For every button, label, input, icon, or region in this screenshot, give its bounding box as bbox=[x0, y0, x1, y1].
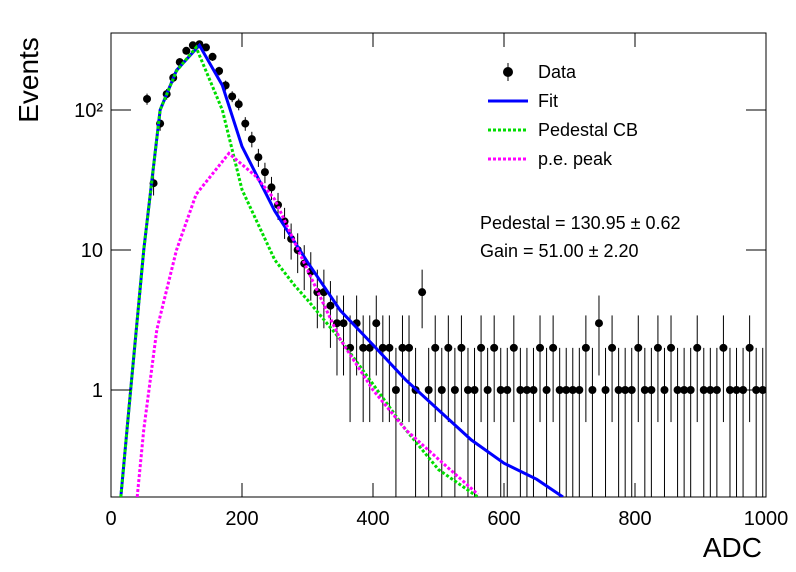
data-point bbox=[739, 385, 748, 394]
data-point bbox=[470, 385, 479, 394]
x-axis-title: ADC bbox=[703, 532, 762, 563]
data-point bbox=[359, 343, 368, 352]
data-point bbox=[653, 343, 662, 352]
data-point bbox=[699, 385, 708, 394]
legend-label: Data bbox=[538, 62, 577, 82]
data-point bbox=[601, 385, 610, 394]
data-point bbox=[673, 385, 682, 394]
legend-label: p.e. peak bbox=[538, 149, 613, 169]
legend: Data Fit Pedestal CB p.e. peak bbox=[488, 62, 638, 169]
plot-area bbox=[119, 40, 766, 497]
data-point bbox=[542, 385, 551, 394]
data-point bbox=[228, 92, 237, 101]
data-point bbox=[529, 385, 538, 394]
data-point bbox=[509, 343, 518, 352]
y-axis-title: Events bbox=[13, 37, 44, 123]
data-point bbox=[588, 385, 597, 394]
data-point bbox=[365, 343, 374, 352]
data-point bbox=[640, 385, 649, 394]
data-point bbox=[208, 52, 217, 61]
data-point bbox=[372, 319, 381, 328]
annotation: Pedestal = 130.95 ± 0.62 bbox=[480, 213, 681, 233]
data-point bbox=[143, 94, 152, 103]
data-point bbox=[391, 385, 400, 394]
legend-label: Pedestal CB bbox=[538, 120, 638, 140]
y-tick-label: 10 bbox=[81, 240, 103, 262]
data-point bbox=[712, 385, 721, 394]
data-point bbox=[450, 385, 459, 394]
data-point bbox=[575, 385, 584, 394]
x-tick-label: 200 bbox=[225, 508, 258, 530]
data-point bbox=[496, 385, 505, 394]
data-point bbox=[667, 343, 676, 352]
data-point bbox=[614, 385, 623, 394]
data-point bbox=[621, 385, 630, 394]
data-point bbox=[201, 43, 210, 52]
data-point bbox=[254, 153, 263, 162]
data-point bbox=[647, 385, 656, 394]
data-point bbox=[536, 343, 545, 352]
data-point bbox=[326, 301, 335, 310]
data-point bbox=[693, 343, 702, 352]
data-point bbox=[247, 135, 256, 144]
fit-curve bbox=[135, 151, 479, 497]
data-point bbox=[725, 385, 734, 394]
data-point bbox=[431, 343, 440, 352]
data-point bbox=[483, 385, 492, 394]
data-point bbox=[594, 319, 603, 328]
data-point bbox=[660, 385, 669, 394]
x-tick-label: 600 bbox=[487, 508, 520, 530]
data-point bbox=[568, 385, 577, 394]
x-tick-label: 800 bbox=[618, 508, 651, 530]
data-point bbox=[215, 67, 224, 76]
data-point bbox=[339, 319, 348, 328]
annotation: Gain = 51.00 ± 2.20 bbox=[480, 241, 639, 261]
data-point bbox=[732, 385, 741, 394]
data-point bbox=[555, 385, 564, 394]
data-point bbox=[241, 119, 250, 128]
y-tick-label: 1 bbox=[92, 380, 103, 402]
x-tick-label: 1000 bbox=[744, 508, 789, 530]
data-point bbox=[457, 343, 466, 352]
data-point bbox=[444, 343, 453, 352]
data-point bbox=[477, 343, 486, 352]
data-point bbox=[463, 385, 472, 394]
data-point bbox=[182, 46, 191, 55]
data-point bbox=[437, 385, 446, 394]
fit-curve bbox=[119, 44, 479, 497]
data-point bbox=[719, 343, 728, 352]
data-point bbox=[627, 385, 636, 394]
data-point bbox=[424, 385, 433, 394]
data-point bbox=[405, 343, 414, 352]
x-tick-label: 400 bbox=[356, 508, 389, 530]
frame bbox=[110, 32, 767, 498]
data-point bbox=[378, 343, 387, 352]
data-point bbox=[706, 385, 715, 394]
data-point bbox=[234, 100, 243, 109]
fit-curve bbox=[119, 42, 564, 497]
data-point bbox=[686, 385, 695, 394]
data-point bbox=[522, 385, 531, 394]
data-point bbox=[549, 343, 558, 352]
data-point bbox=[608, 343, 617, 352]
data-point bbox=[503, 385, 512, 394]
data-point bbox=[398, 343, 407, 352]
data-point bbox=[516, 385, 525, 394]
data-point bbox=[680, 385, 689, 394]
data-point bbox=[634, 343, 643, 352]
data-point bbox=[418, 288, 427, 297]
data-point bbox=[745, 343, 754, 352]
data-point bbox=[385, 343, 394, 352]
x-tick-label: 0 bbox=[105, 508, 116, 530]
legend-label: Fit bbox=[538, 91, 558, 111]
data-point bbox=[267, 183, 276, 192]
y-tick-label: 10² bbox=[74, 100, 103, 122]
data-point bbox=[490, 343, 499, 352]
data-point bbox=[260, 168, 269, 177]
data-point bbox=[581, 343, 590, 352]
data-point bbox=[562, 385, 571, 394]
